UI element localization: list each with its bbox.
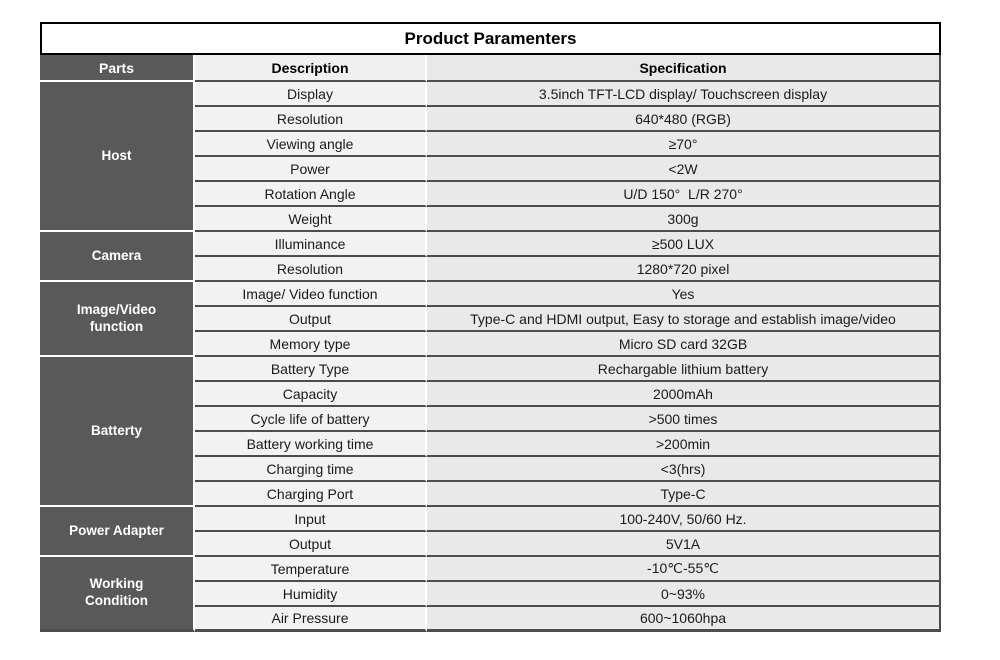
description-cell: Memory type: [195, 332, 427, 357]
specification-cell: 0~93%: [427, 582, 942, 607]
part-label: Camera: [91, 247, 142, 263]
table-row: Weight 300g: [40, 207, 942, 232]
description-cell: Display: [195, 82, 427, 107]
description-cell: Humidity: [195, 582, 427, 607]
specification-cell: 600~1060hpa: [427, 607, 942, 632]
specification-cell: >500 times: [427, 407, 942, 432]
description-cell: Cycle life of battery: [195, 407, 427, 432]
description-cell: Image/ Video function: [195, 282, 427, 307]
description-cell: Air Pressure: [195, 607, 427, 632]
table-row: Resolution 640*480 (RGB): [40, 107, 942, 132]
column-header-specification: Specification: [427, 55, 942, 82]
specification-cell: >200min: [427, 432, 942, 457]
specification-cell: Type-C: [427, 482, 942, 507]
title-row: Product Paramenters: [40, 22, 942, 55]
description-cell: Battery Type: [195, 357, 427, 382]
specification-cell: Micro SD card 32GB: [427, 332, 942, 357]
table-title: Product Paramenters: [40, 22, 942, 55]
specification-cell: U/D 150° L/R 270°: [427, 182, 942, 207]
specification-cell: ≥70°: [427, 132, 942, 157]
header-row: Parts Description Specification: [40, 55, 942, 82]
table-row: Charging time <3(hrs): [40, 457, 942, 482]
specification-cell: 100-240V, 50/60 Hz.: [427, 507, 942, 532]
column-header-parts: Parts: [40, 55, 195, 82]
part-label: Power Adapter: [69, 522, 164, 538]
description-cell: Battery working time: [195, 432, 427, 457]
table-row: Power Adapter Input 100-240V, 50/60 Hz.: [40, 507, 942, 557]
description-cell: Output: [195, 532, 427, 557]
description-cell: Capacity: [195, 382, 427, 407]
specification-cell: 3.5inch TFT-LCD display/ Touchscreen dis…: [427, 82, 942, 107]
part-label: Host: [101, 147, 132, 163]
specification-cell: Yes: [427, 282, 942, 307]
part-cell-camera: Camera: [40, 232, 195, 282]
table-row: Host Display 3.5inch TFT-LCD display/ To…: [40, 82, 942, 232]
specification-cell: 1280*720 pixel: [427, 257, 942, 282]
table-row: Capacity 2000mAh: [40, 382, 942, 407]
table-row: Power <2W: [40, 157, 942, 182]
part-label: Batterty: [90, 422, 142, 438]
part-label: Working Condition: [85, 576, 148, 608]
description-cell: Resolution: [195, 107, 427, 132]
part-cell-image-video-function: Image/Video function: [40, 282, 195, 357]
description-cell: Temperature: [195, 557, 427, 582]
part-cell-batterty: Batterty: [40, 357, 195, 507]
description-cell: Charging Port: [195, 482, 427, 507]
table-row: Resolution 1280*720 pixel: [40, 257, 942, 282]
part-cell-host: Host: [40, 82, 195, 232]
specification-cell: 2000mAh: [427, 382, 942, 407]
table-row: Camera Illuminance ≥500 LUX: [40, 232, 942, 282]
table-row: Batterty Battery Type Rechargable lithiu…: [40, 357, 942, 507]
description-cell: Input: [195, 507, 427, 532]
specification-cell: Rechargable lithium battery: [427, 357, 942, 382]
description-cell: Weight: [195, 207, 427, 232]
specification-cell: 640*480 (RGB): [427, 107, 942, 132]
table-row: Humidity 0~93%: [40, 582, 942, 607]
description-cell: Output: [195, 307, 427, 332]
description-cell: Charging time: [195, 457, 427, 482]
specification-cell: Type-C and HDMI output, Easy to storage …: [427, 307, 942, 332]
table-row: Output Type-C and HDMI output, Easy to s…: [40, 307, 942, 332]
table-row: Cycle life of battery >500 times: [40, 407, 942, 432]
description-cell: Viewing angle: [195, 132, 427, 157]
part-cell-power-adapter: Power Adapter: [40, 507, 195, 557]
table-row: Charging Port Type-C: [40, 482, 942, 507]
table-row: Memory type Micro SD card 32GB: [40, 332, 942, 357]
table-row: Battery working time >200min: [40, 432, 942, 457]
specification-cell: -10℃-55℃: [427, 557, 942, 582]
table-row: Viewing angle ≥70°: [40, 132, 942, 157]
table-row: Output 5V1A: [40, 532, 942, 557]
table-row: Working Condition Temperature -10℃-55℃: [40, 557, 942, 632]
part-cell-working-condition: Working Condition: [40, 557, 195, 632]
specification-cell: 5V1A: [427, 532, 942, 557]
specification-cell: ≥500 LUX: [427, 232, 942, 257]
table-row: Image/Video function Image/ Video functi…: [40, 282, 942, 357]
column-header-description: Description: [195, 55, 427, 82]
table-row: Air Pressure 600~1060hpa: [40, 607, 942, 632]
description-cell: Resolution: [195, 257, 427, 282]
specification-cell: 300g: [427, 207, 942, 232]
description-cell: Illuminance: [195, 232, 427, 257]
description-cell: Power: [195, 157, 427, 182]
table-row: Rotation Angle U/D 150° L/R 270°: [40, 182, 942, 207]
specification-cell: <3(hrs): [427, 457, 942, 482]
description-cell: Rotation Angle: [195, 182, 427, 207]
part-label: Image/Video function: [76, 301, 157, 334]
specification-cell: <2W: [427, 157, 942, 182]
product-parameters-table: Product Paramenters Parts Description Sp…: [40, 22, 942, 632]
